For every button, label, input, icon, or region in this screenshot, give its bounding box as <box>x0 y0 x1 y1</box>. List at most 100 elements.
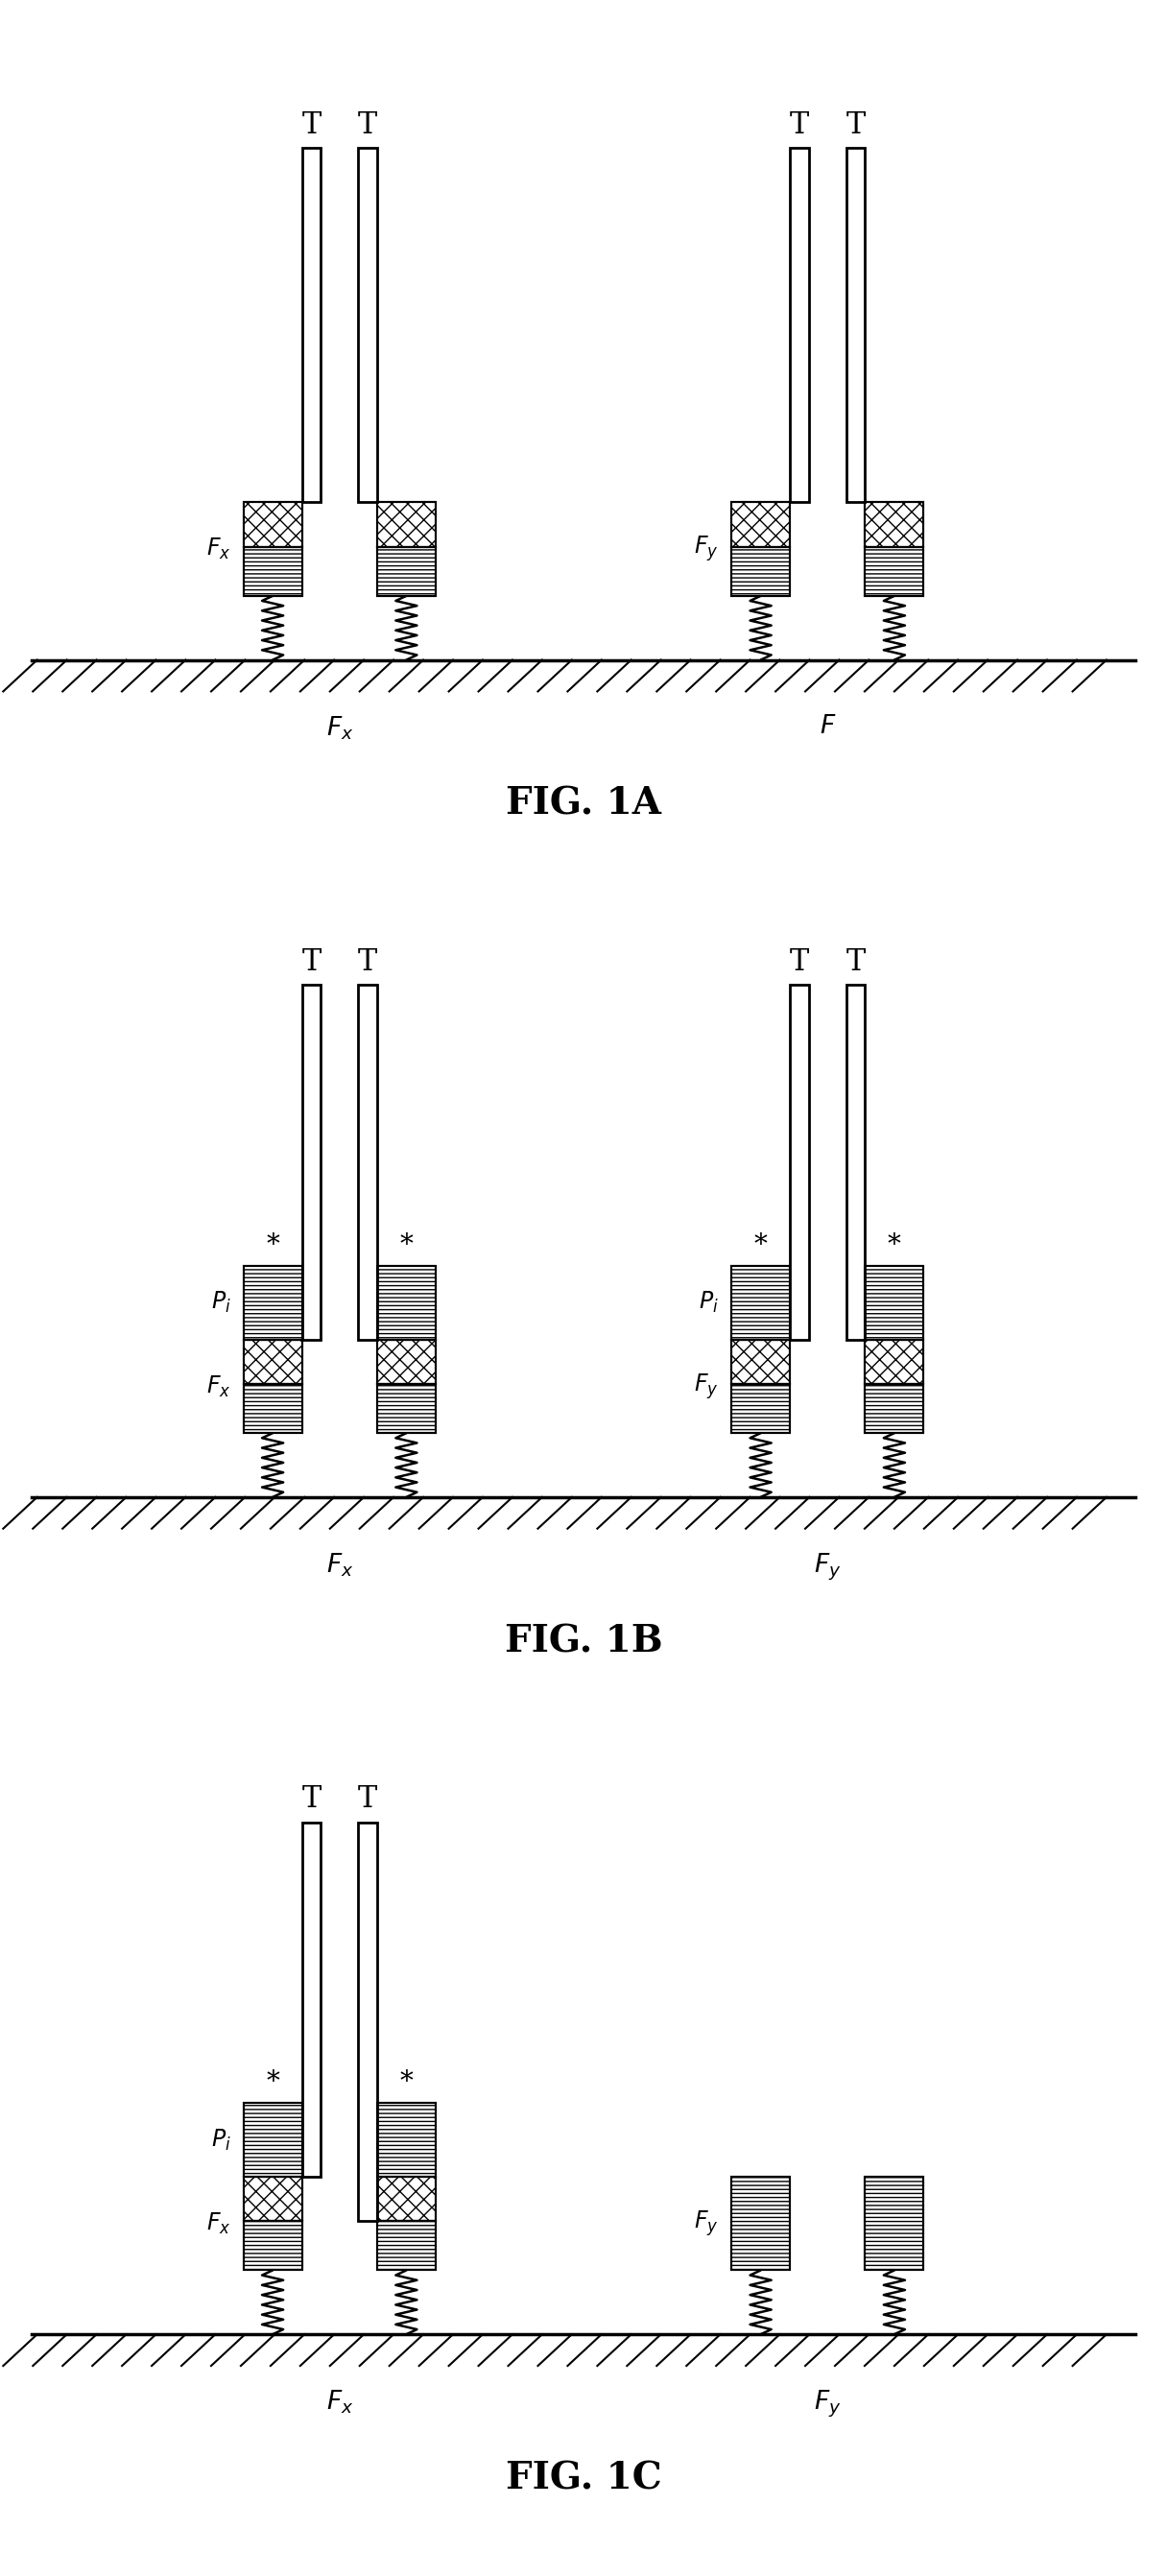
Bar <box>865 1340 923 1383</box>
Bar <box>244 2177 302 2269</box>
Text: T: T <box>358 948 377 976</box>
Text: $F_y$: $F_y$ <box>813 2388 841 2419</box>
Bar <box>244 2177 302 2221</box>
Text: $F_y$: $F_y$ <box>694 2208 719 2239</box>
Bar <box>846 147 865 502</box>
Bar <box>244 546 302 595</box>
Bar <box>865 1383 923 1432</box>
Bar <box>244 2102 302 2177</box>
Bar <box>865 1265 923 1340</box>
Text: *: * <box>754 1231 768 1257</box>
Bar <box>302 984 321 1340</box>
Bar <box>732 502 790 595</box>
Bar <box>244 2221 302 2269</box>
Bar <box>377 2177 435 2221</box>
Bar <box>302 147 321 502</box>
Bar <box>377 2221 435 2269</box>
Bar <box>302 1821 321 2177</box>
Bar <box>358 1821 377 2221</box>
Text: T: T <box>301 111 321 139</box>
Bar <box>377 502 435 546</box>
Bar <box>377 2177 435 2269</box>
Text: $P_i$: $P_i$ <box>211 1291 231 1316</box>
Bar <box>377 1340 435 1383</box>
Bar <box>865 546 923 595</box>
Bar <box>865 502 923 595</box>
Bar <box>377 2102 435 2177</box>
Text: $P_i$: $P_i$ <box>699 1291 719 1316</box>
Text: T: T <box>790 111 809 139</box>
Bar <box>865 1383 923 1432</box>
Text: $P_i$: $P_i$ <box>211 2128 231 2154</box>
Text: $F_y$: $F_y$ <box>694 1370 719 1401</box>
Bar <box>732 1340 790 1383</box>
Bar <box>865 2177 923 2269</box>
Bar <box>732 1265 790 1340</box>
Bar <box>732 2177 790 2269</box>
Bar <box>732 2177 790 2269</box>
Bar <box>865 2177 923 2269</box>
Bar <box>244 546 302 595</box>
Text: *: * <box>399 1231 413 1257</box>
Bar <box>377 546 435 595</box>
Text: $F_y$: $F_y$ <box>813 1551 841 1582</box>
Text: $F_x$: $F_x$ <box>207 536 231 562</box>
Text: T: T <box>301 1785 321 1814</box>
Text: FIG. 1C: FIG. 1C <box>505 2460 662 2496</box>
Bar <box>865 502 923 546</box>
Text: $F$: $F$ <box>819 714 836 739</box>
Text: *: * <box>399 2069 413 2094</box>
Bar <box>732 1340 790 1383</box>
Text: FIG. 1B: FIG. 1B <box>504 1623 663 1659</box>
Bar <box>377 1265 435 1340</box>
Text: $F_x$: $F_x$ <box>326 2388 354 2416</box>
Bar <box>377 502 435 595</box>
Bar <box>377 1383 435 1432</box>
Bar <box>732 546 790 595</box>
Bar <box>358 147 377 502</box>
Bar <box>377 1340 435 1383</box>
Bar <box>244 1340 302 1432</box>
Bar <box>865 1340 923 1432</box>
Text: $F_x$: $F_x$ <box>207 2210 231 2236</box>
Bar <box>732 502 790 546</box>
Text: *: * <box>266 1231 279 1257</box>
Text: T: T <box>358 111 377 139</box>
Bar <box>377 2221 435 2269</box>
Bar <box>865 1265 923 1340</box>
Text: $F_x$: $F_x$ <box>326 1551 354 1579</box>
Bar <box>377 1383 435 1432</box>
Bar <box>377 2102 435 2177</box>
Text: $F_x$: $F_x$ <box>326 714 354 742</box>
Bar <box>244 1340 302 1383</box>
Text: $F_y$: $F_y$ <box>694 533 719 564</box>
Bar <box>732 502 790 546</box>
Text: *: * <box>266 2069 279 2094</box>
Text: T: T <box>846 948 866 976</box>
Bar <box>377 1265 435 1340</box>
Bar <box>865 546 923 595</box>
Bar <box>732 1383 790 1432</box>
Bar <box>732 1265 790 1340</box>
Bar <box>865 502 923 546</box>
Text: *: * <box>888 1231 901 1257</box>
Bar <box>732 1340 790 1432</box>
Bar <box>244 2177 302 2221</box>
Text: T: T <box>790 948 809 976</box>
Bar <box>244 1383 302 1432</box>
Bar <box>244 1383 302 1432</box>
Bar <box>244 502 302 595</box>
Bar <box>790 984 809 1340</box>
Bar <box>732 1383 790 1432</box>
Bar <box>790 147 809 502</box>
Text: $F_x$: $F_x$ <box>207 1373 231 1399</box>
Text: T: T <box>846 111 866 139</box>
Bar <box>244 1265 302 1340</box>
Text: T: T <box>358 1785 377 1814</box>
Bar <box>244 502 302 546</box>
Bar <box>377 502 435 546</box>
Bar <box>865 1340 923 1383</box>
Bar <box>244 1265 302 1340</box>
Bar <box>732 546 790 595</box>
Bar <box>244 2102 302 2177</box>
